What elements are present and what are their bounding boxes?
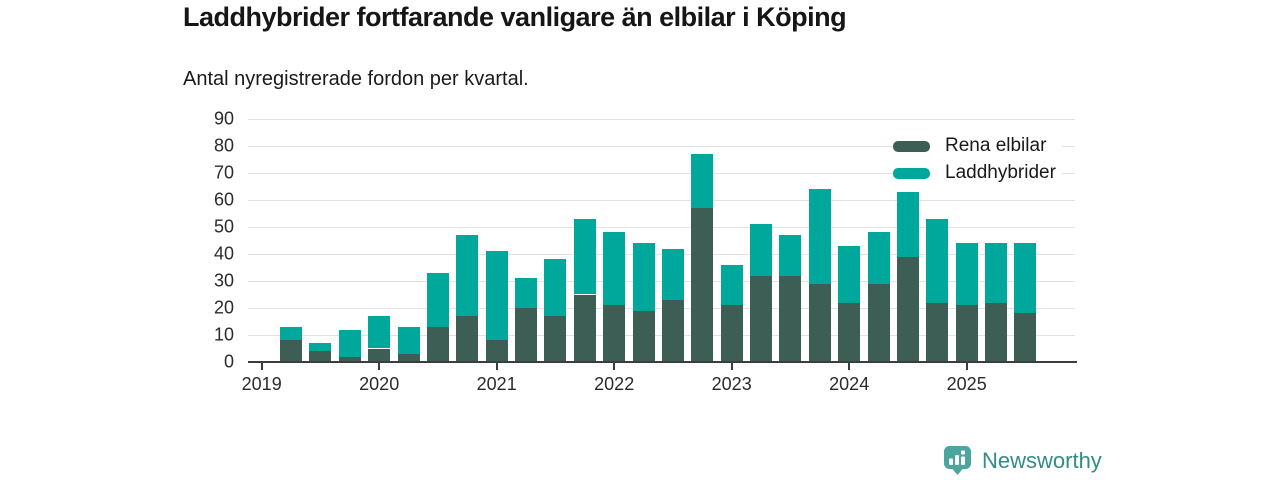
gridline-80 (248, 146, 1075, 147)
chart-subtitle: Antal nyregistrerade fordon per kvartal. (183, 68, 529, 90)
x-axis-line (248, 361, 1077, 363)
bar-segment-elbilar-2025-Q2 (985, 302, 1008, 362)
bar-segment-elbilar-2020-Q2 (397, 353, 420, 362)
bar-segment-laddhybrider-2023-Q2 (750, 224, 773, 276)
bar-segment-elbilar-2023-Q2 (750, 275, 773, 362)
x-axis-label-2021: 2021 (476, 374, 517, 394)
x-axis-label-2020: 2020 (359, 374, 400, 394)
bar-segment-elbilar-2019-Q3 (309, 351, 332, 362)
x-axis-label-2024: 2024 (829, 374, 870, 394)
bar-segment-laddhybrider-2019-Q3 (309, 343, 332, 352)
gridline-20 (248, 308, 1075, 309)
bar-segment-laddhybrider-2023-Q3 (779, 235, 802, 276)
bar-segment-laddhybrider-2025-Q2 (985, 243, 1008, 303)
bar-segment-elbilar-2023-Q1 (720, 305, 743, 362)
bar-segment-laddhybrider-2024-Q1 (838, 245, 861, 303)
bar-segment-laddhybrider-2020-Q3 (426, 272, 449, 327)
footer-brand: Newsworthy (943, 445, 1102, 476)
bar-segment-laddhybrider-2024-Q2 (867, 232, 890, 284)
bar-segment-laddhybrider-2022-Q2 (632, 243, 655, 311)
bar-segment-elbilar-2023-Q4 (808, 283, 831, 362)
y-axis-label-90: 90 (213, 108, 234, 129)
bar-segment-elbilar-2022-Q4 (691, 208, 714, 362)
gridline-50 (248, 227, 1075, 228)
bar-segment-laddhybrider-2021-Q3 (544, 259, 567, 317)
gridline-60 (248, 200, 1075, 201)
bar-segment-elbilar-2021-Q3 (544, 316, 567, 362)
bar-segment-laddhybrider-2019-Q4 (338, 329, 361, 357)
newsworthy-bar-chart-bubble-icon (944, 446, 971, 475)
x-axis-tick-2022 (613, 363, 616, 370)
y-axis-label-40: 40 (213, 243, 234, 264)
x-axis-tick-2025 (965, 363, 968, 370)
bar-segment-laddhybrider-2022-Q3 (661, 248, 684, 300)
x-axis-label-2023: 2023 (711, 374, 752, 394)
bar-segment-elbilar-2020-Q4 (456, 316, 479, 362)
legend-swatch-laddhybrider (893, 167, 930, 179)
x-axis-label-2025: 2025 (946, 374, 987, 394)
x-axis-tick-2023 (730, 363, 733, 370)
bar-segment-laddhybrider-2021-Q4 (573, 218, 596, 295)
legend-swatch-elbilar (893, 140, 930, 152)
gridline-10 (248, 335, 1075, 336)
bar-segment-laddhybrider-2023-Q4 (808, 189, 831, 284)
bar-segment-elbilar-2024-Q4 (926, 302, 949, 362)
legend-label-laddhybrider: Laddhybrider (945, 162, 1056, 183)
bar-segment-elbilar-2019-Q4 (338, 356, 361, 362)
y-axis-label-10: 10 (213, 324, 234, 345)
x-axis-label-2022: 2022 (594, 374, 635, 394)
gridline-70 (248, 173, 1075, 174)
y-axis-label-20: 20 (213, 297, 234, 318)
bar-segment-laddhybrider-2024-Q3 (896, 191, 919, 257)
y-axis-label-60: 60 (213, 189, 234, 210)
bar-segment-laddhybrider-2019-Q2 (280, 326, 303, 341)
bar-segment-elbilar-2023-Q3 (779, 275, 802, 362)
bar-segment-elbilar-2021-Q2 (515, 308, 538, 362)
bar-segment-elbilar-2025-Q3 (1014, 313, 1037, 362)
gridline-40 (248, 254, 1075, 255)
x-axis-label-2019: 2019 (241, 374, 282, 394)
bar-segment-elbilar-2020-Q1 (368, 348, 391, 362)
x-axis-tick-2020 (378, 363, 381, 370)
gridline-30 (248, 281, 1075, 282)
gridline-90 (248, 119, 1075, 120)
legend-label-elbilar: Rena elbilar (945, 135, 1047, 156)
bar-segment-laddhybrider-2021-Q2 (515, 278, 538, 308)
bar-segment-elbilar-2022-Q2 (632, 310, 655, 362)
bar-segment-laddhybrider-2020-Q1 (368, 316, 391, 349)
legend: Rena elbilar Laddhybrider (893, 135, 1062, 189)
bar-segment-laddhybrider-2020-Q4 (456, 235, 479, 317)
bar-segment-laddhybrider-2021-Q1 (485, 251, 508, 341)
bar-segment-elbilar-2024-Q1 (838, 302, 861, 362)
bar-segment-elbilar-2021-Q1 (485, 340, 508, 362)
newsworthy-brand-text: Newsworthy (982, 447, 1102, 473)
bar-segment-laddhybrider-2022-Q4 (691, 154, 714, 209)
x-axis-tick-2019 (260, 363, 263, 370)
bar-segment-elbilar-2024-Q3 (896, 256, 919, 362)
bar-segment-laddhybrider-2024-Q4 (926, 218, 949, 303)
bar-segment-elbilar-2021-Q4 (573, 294, 596, 362)
x-axis-tick-2021 (495, 363, 498, 370)
y-axis-label-0: 0 (223, 351, 234, 372)
y-axis-label-30: 30 (213, 270, 234, 291)
legend-item-elbilar: Rena elbilar (893, 135, 1062, 157)
chart-title: Laddhybrider fortfarande vanligare än el… (183, 2, 847, 32)
y-axis-label-80: 80 (213, 135, 234, 156)
bar-segment-laddhybrider-2025-Q3 (1014, 243, 1037, 314)
x-axis-tick-2024 (848, 363, 851, 370)
bar-segment-laddhybrider-2025-Q1 (955, 243, 978, 306)
bar-segment-elbilar-2024-Q2 (867, 283, 890, 362)
y-axis-label-70: 70 (213, 162, 234, 183)
bar-segment-elbilar-2022-Q1 (603, 305, 626, 362)
bar-segment-elbilar-2025-Q1 (955, 305, 978, 362)
bar-segment-elbilar-2020-Q3 (426, 326, 449, 362)
y-axis-label-50: 50 (213, 216, 234, 237)
bar-segment-elbilar-2019-Q2 (280, 340, 303, 362)
bar-segment-laddhybrider-2020-Q2 (397, 326, 420, 354)
bar-segment-laddhybrider-2022-Q1 (603, 232, 626, 306)
bar-segment-elbilar-2022-Q3 (661, 299, 684, 362)
bar-segment-laddhybrider-2023-Q1 (720, 264, 743, 306)
legend-item-laddhybrider: Laddhybrider (893, 162, 1062, 184)
